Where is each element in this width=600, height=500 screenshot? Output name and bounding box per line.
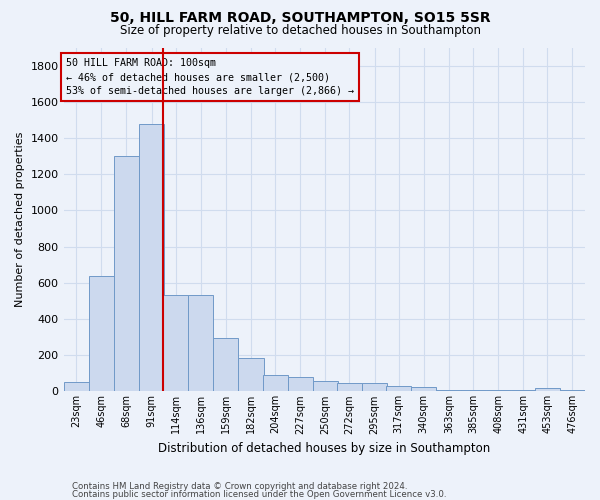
Text: 50 HILL FARM ROAD: 100sqm
← 46% of detached houses are smaller (2,500)
53% of se: 50 HILL FARM ROAD: 100sqm ← 46% of detac…: [66, 58, 354, 96]
Text: Size of property relative to detached houses in Southampton: Size of property relative to detached ho…: [119, 24, 481, 37]
Bar: [214, 338, 238, 392]
Bar: [436, 390, 461, 392]
Bar: [287, 377, 313, 392]
Bar: [263, 375, 287, 392]
Text: 50, HILL FARM ROAD, SOUTHAMPTON, SO15 5SR: 50, HILL FARM ROAD, SOUTHAMPTON, SO15 5S…: [110, 11, 490, 25]
Bar: [535, 388, 560, 392]
Bar: [89, 276, 114, 392]
Bar: [337, 383, 362, 392]
Bar: [460, 390, 485, 392]
Bar: [411, 387, 436, 392]
Bar: [163, 296, 188, 392]
Bar: [560, 390, 585, 392]
Text: Contains public sector information licensed under the Open Government Licence v3: Contains public sector information licen…: [72, 490, 446, 499]
Bar: [386, 386, 411, 392]
Bar: [511, 390, 536, 392]
Bar: [188, 296, 214, 392]
Bar: [485, 390, 511, 392]
X-axis label: Distribution of detached houses by size in Southampton: Distribution of detached houses by size …: [158, 442, 490, 455]
Bar: [139, 124, 164, 392]
Bar: [313, 382, 338, 392]
Bar: [114, 156, 139, 392]
Y-axis label: Number of detached properties: Number of detached properties: [15, 132, 25, 307]
Text: Contains HM Land Registry data © Crown copyright and database right 2024.: Contains HM Land Registry data © Crown c…: [72, 482, 407, 491]
Bar: [238, 358, 263, 392]
Bar: [64, 382, 89, 392]
Bar: [362, 383, 387, 392]
